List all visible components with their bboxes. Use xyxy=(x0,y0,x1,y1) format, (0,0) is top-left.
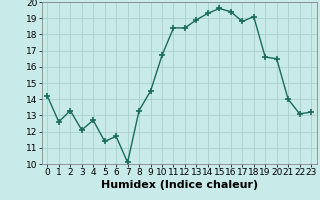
X-axis label: Humidex (Indice chaleur): Humidex (Indice chaleur) xyxy=(100,180,258,190)
